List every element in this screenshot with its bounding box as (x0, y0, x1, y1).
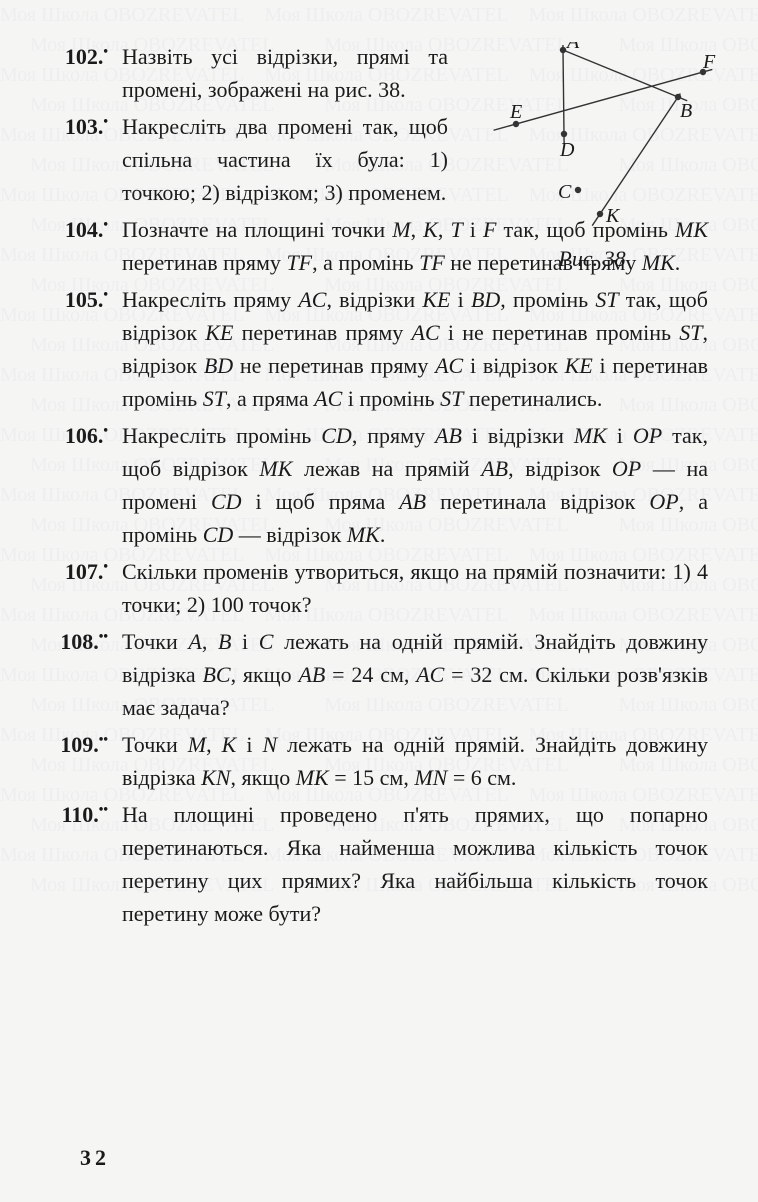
exercise-number: 108.•• (50, 625, 122, 724)
exercise-number: 107.• (50, 555, 122, 621)
exercise-number: 104.• (50, 213, 122, 279)
svg-text:A: A (565, 42, 580, 53)
exercise-item: 108.••Точки A, B і C лежать на одній пря… (50, 625, 708, 724)
svg-text:K: K (605, 205, 621, 227)
page-number: 32 (80, 1141, 110, 1174)
exercise-number: 103.• (50, 110, 122, 209)
figure-38: A F B E DC K Рис. 38 (468, 42, 716, 275)
exercise-item: 107.•Скільки променів утвориться, якщо н… (50, 555, 708, 621)
exercise-text: На площині проведено п'ять прямих, що по… (122, 798, 708, 930)
svg-text:C: C (558, 181, 572, 203)
svg-text:D: D (559, 139, 575, 161)
exercise-number: 106.• (50, 419, 122, 551)
exercise-text: Скільки променів утвориться, якщо на пря… (122, 555, 708, 621)
figure-svg: A F B E DC K (468, 42, 716, 227)
exercise-item: 109.••Точки M, K і N лежать на одній пря… (50, 728, 708, 794)
exercise-text: Накресліть промінь CD, пряму AB і відріз… (122, 419, 708, 551)
exercise-text: Точки M, K і N лежать на одній прямій. З… (122, 728, 708, 794)
exercise-item: 106.•Накресліть промінь CD, пряму AB і в… (50, 419, 708, 551)
figure-caption: Рис. 38 (468, 242, 716, 275)
svg-text:E: E (509, 101, 522, 123)
svg-text:F: F (702, 51, 716, 73)
svg-text:B: B (680, 100, 692, 122)
exercise-item: 110.••На площині проведено п'ять прямих,… (50, 798, 708, 930)
exercise-text: Накресліть пряму AC, відрізки KE і BD, п… (122, 283, 708, 415)
exercise-text: Точки A, B і C лежать на одній прямій. З… (122, 625, 708, 724)
exercise-number: 102.• (50, 40, 122, 106)
exercise-number: 105.• (50, 283, 122, 415)
exercise-number: 109.•• (50, 728, 122, 794)
exercise-number: 110.•• (50, 798, 122, 930)
exercise-item: 105.•Накресліть пряму AC, відрізки KE і … (50, 283, 708, 415)
